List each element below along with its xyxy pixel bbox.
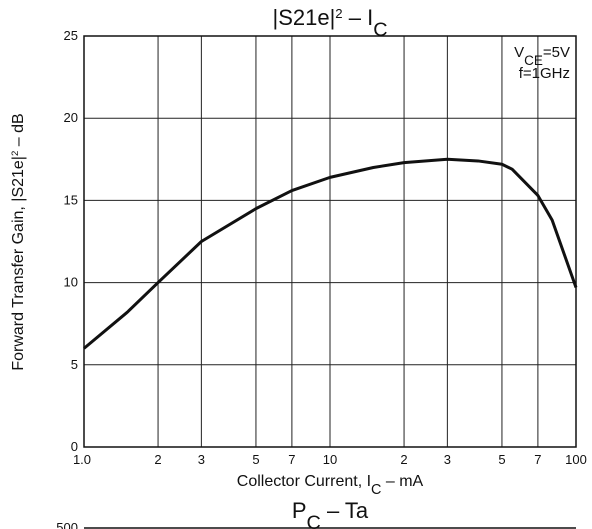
text-part: – I: [343, 5, 374, 30]
x-tick-label: 7: [534, 452, 541, 467]
text-part: Collector Current, I: [237, 473, 371, 490]
y-tick-label: 5: [71, 357, 78, 372]
x-tick-label: 1.0: [73, 452, 91, 467]
y-axis-label: Forward Transfer Gain, |S21e|2 – dB: [10, 113, 28, 370]
text-part: P: [292, 498, 307, 523]
y-tick-label: 500: [56, 520, 78, 529]
annotation: VCE=5V: [514, 44, 570, 68]
text-part: C: [373, 19, 387, 41]
text-part: CE: [524, 53, 543, 68]
text-part: =5V: [543, 44, 570, 61]
y-tick-label: 25: [64, 28, 78, 43]
text-part: C: [307, 512, 321, 529]
text-part: f=1GHz: [519, 65, 570, 82]
x-tick-label: 7: [288, 452, 295, 467]
x-tick-label: 2: [400, 452, 407, 467]
x-tick-label: 5: [252, 452, 259, 467]
x-tick-label: 3: [198, 452, 205, 467]
y-tick-label: 20: [64, 110, 78, 125]
y-tick-label: 10: [64, 275, 78, 290]
chart-title: PC – Ta: [292, 498, 369, 529]
x-axis-label: Collector Current, IC – mA: [237, 473, 424, 498]
x-tick-label: 100: [565, 452, 587, 467]
text-part: – Ta: [321, 498, 369, 523]
y-tick-label: 0: [71, 439, 78, 454]
text-part: 2: [335, 6, 342, 21]
data-line: [83, 157, 578, 350]
plot-frame: [83, 35, 577, 448]
text-part: – dB: [10, 113, 27, 150]
text-part: |S21e|: [272, 5, 335, 30]
y-tick-label: 15: [64, 192, 78, 207]
x-tick-label: 5: [498, 452, 505, 467]
x-tick-label: 10: [323, 452, 337, 467]
annotation: f=1GHz: [519, 65, 570, 82]
text-part: – mA: [381, 473, 423, 490]
text-part: 2: [10, 151, 21, 156]
chart-title: |S21e|2 – IC: [272, 5, 387, 41]
x-tick-label: 3: [444, 452, 451, 467]
text-part: Forward Transfer Gain, |S21e|: [10, 156, 27, 371]
x-tick-label: 2: [154, 452, 161, 467]
text-part: C: [371, 482, 381, 498]
text-part: V: [514, 44, 524, 61]
